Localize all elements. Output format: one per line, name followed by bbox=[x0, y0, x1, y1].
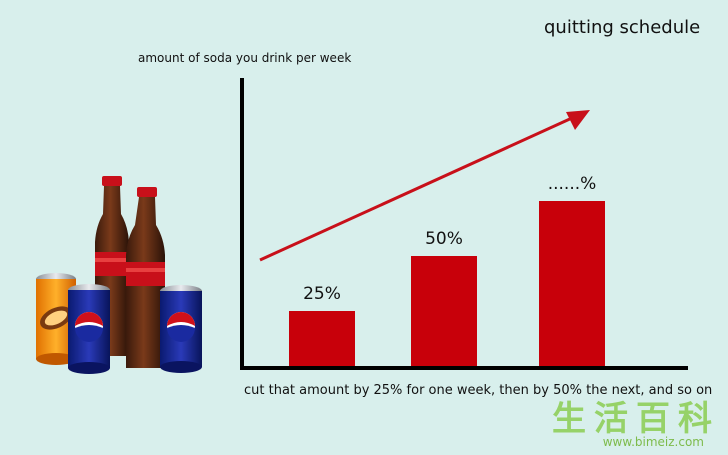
bars-group: 25% 50%......% bbox=[289, 174, 605, 366]
trend-arrow bbox=[259, 110, 590, 262]
chart-title: quitting schedule bbox=[544, 17, 701, 38]
bar-data-label-2: 50% bbox=[425, 229, 463, 249]
soda-illustration bbox=[36, 176, 202, 374]
cola-bottle-icon bbox=[126, 187, 165, 368]
watermark: 生活百科 www.bimeiz.com bbox=[530, 391, 720, 449]
watermark-url: www.bimeiz.com bbox=[602, 435, 704, 449]
bar-data-label-1: 25% bbox=[303, 284, 341, 304]
watermark-logo-text: 生活百科 bbox=[552, 399, 720, 439]
bar-3 bbox=[539, 201, 605, 366]
x-axis-caption: cut that amount by 25% for one week, the… bbox=[244, 383, 713, 398]
bar-2 bbox=[411, 256, 477, 366]
y-axis-label: amount of soda you drink per week bbox=[138, 51, 352, 65]
pepsi-can-icon bbox=[68, 284, 110, 374]
pepsi-can-icon bbox=[160, 285, 202, 373]
bar-1 bbox=[289, 311, 355, 366]
bar-data-label-3: ......% bbox=[548, 174, 597, 194]
